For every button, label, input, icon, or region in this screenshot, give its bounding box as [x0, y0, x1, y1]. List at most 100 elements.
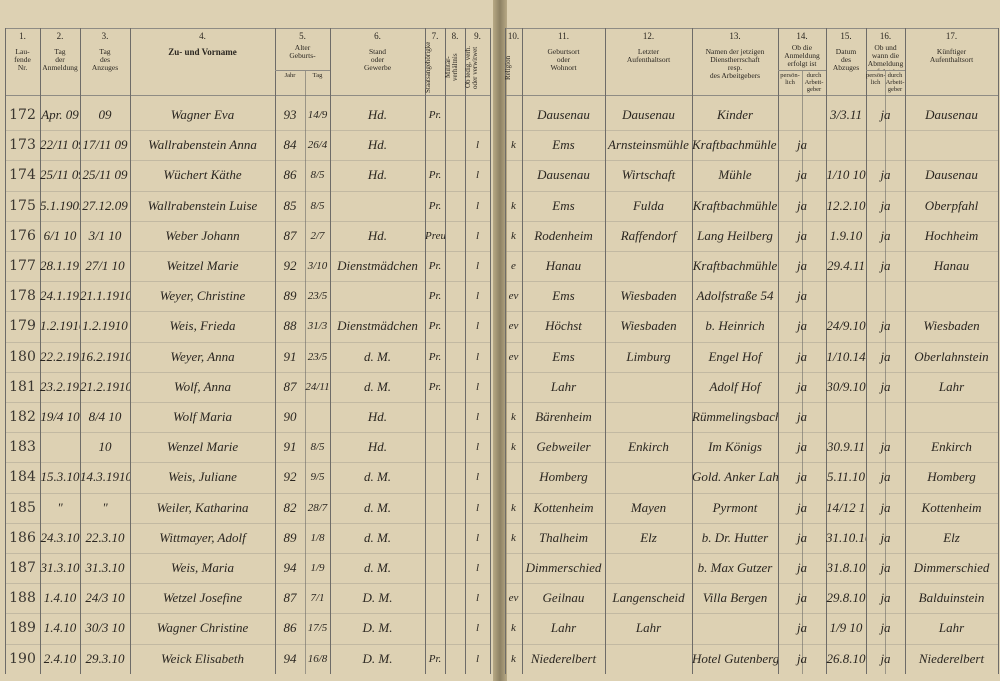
column-number: 2. [56, 31, 64, 41]
entry: Engel Hof [708, 348, 762, 364]
entry: ja [796, 288, 808, 304]
entry: l [475, 169, 480, 182]
entry: Dausenau [622, 107, 675, 122]
entry: ja [796, 560, 808, 575]
column-number: 15. [840, 31, 852, 41]
row-rule [5, 251, 490, 252]
row-rule [505, 311, 998, 313]
column-label: Religion [505, 55, 512, 80]
entry: ev [508, 320, 519, 333]
row-rule [505, 402, 998, 403]
entry: d. M. [363, 529, 392, 545]
column-number: 14. [796, 31, 808, 41]
column-rule [505, 28, 506, 674]
entry: Dausenau [537, 107, 590, 122]
entry: Preuß. [425, 229, 445, 242]
row-number: 179 [9, 318, 36, 335]
entry: 90 [283, 409, 297, 424]
column-label: Lau- fende Nr. [14, 48, 31, 72]
entry: Raffendorf [620, 227, 677, 243]
entry: l [475, 380, 480, 393]
entry: Pr. [428, 290, 442, 303]
row-rule [5, 553, 490, 554]
column-label: Tag der Anmeldung [42, 48, 78, 72]
row-rule [505, 432, 998, 434]
entry: Dausenau [925, 107, 978, 122]
entry: l [475, 199, 480, 212]
sub-header-rule [778, 70, 826, 71]
column-number: 1. [19, 31, 26, 41]
entry: 22/11 09 [40, 137, 80, 153]
entry: Kraftbachmühle [692, 197, 778, 213]
row-rule [5, 432, 490, 434]
entry: 21.1.1910 [80, 288, 130, 304]
entry: 16.2.1910 [80, 348, 130, 364]
entry: 1.2.1910 [40, 318, 80, 334]
row-number: 173 [9, 137, 36, 154]
row-rule [505, 583, 998, 585]
entry: 14/12 10 [826, 499, 866, 515]
column-rule [522, 28, 523, 674]
entry: ja [796, 620, 808, 636]
entry: ja [796, 318, 808, 334]
entry: Wolf Maria [172, 409, 233, 424]
row-rule [505, 130, 998, 132]
entry: ja [796, 227, 808, 243]
entry: Mayen [630, 499, 667, 515]
entry: Wolf, Anna [173, 378, 232, 394]
entry: k [511, 501, 516, 514]
column-rule [445, 28, 446, 674]
entry: 24.1.1910 [40, 288, 80, 304]
entry: Hd. [367, 137, 388, 153]
row-number: 176 [9, 227, 36, 244]
column-number: 11. [558, 31, 569, 41]
entry: ja [880, 197, 891, 213]
entry: ja [796, 529, 808, 545]
row-rule [5, 311, 490, 313]
entry: Gebweiler [536, 439, 591, 455]
entry: Dimmerschied [913, 560, 990, 575]
entry: d. M. [363, 560, 392, 575]
entry: Wittmayer, Adolf [159, 529, 246, 545]
entry: 24/9.10 [826, 318, 866, 334]
entry: Pr. [428, 320, 442, 333]
entry: 85 [283, 197, 297, 213]
row-number: 185 [9, 499, 36, 516]
entry: ja [880, 348, 891, 364]
row-number: 174 [9, 167, 36, 184]
column-rule [40, 28, 41, 674]
entry: Homberg [539, 469, 588, 485]
entry: ja [796, 378, 808, 394]
column-label: Alter Geburts- [289, 44, 316, 60]
row-number: 177 [9, 258, 36, 274]
column-label: Zu- und Vorname [168, 48, 237, 57]
entry: 89 [283, 529, 297, 545]
entry: Pr. [428, 380, 442, 393]
entry: ev [508, 592, 519, 605]
entry: Adolf Hof [709, 378, 761, 394]
entry: 8/5 [310, 441, 325, 454]
entry: Lahr [635, 620, 662, 636]
entry: 87 [283, 227, 297, 243]
entry: Pr. [428, 652, 442, 665]
entry: Wenzel Marie [166, 439, 239, 455]
column-label: Staatsangehörigkeit [425, 42, 432, 93]
entry: D. M. [362, 590, 393, 606]
entry: 30/9.10 [826, 378, 866, 394]
column-number: 5. [299, 31, 306, 41]
row-rule [505, 281, 998, 283]
row-number: 172 [9, 107, 36, 123]
row-number: 187 [9, 560, 36, 576]
entry: 21.2.1910 [80, 378, 130, 394]
entry: ev [508, 350, 519, 363]
entry: 25/11 09 [40, 167, 80, 183]
row-rule [5, 462, 490, 464]
entry: e [511, 260, 516, 272]
column-sublabel: durch Arbeit- geber [804, 72, 824, 93]
entry: 28/7 [307, 501, 328, 514]
column-number: 8. [451, 31, 459, 41]
entry: 14.3.1910 [80, 469, 130, 485]
entry: l [475, 471, 480, 484]
column-label: Ob die Anmeldung erfolgt ist [784, 44, 820, 68]
entry: Oberpfahl [924, 197, 979, 213]
